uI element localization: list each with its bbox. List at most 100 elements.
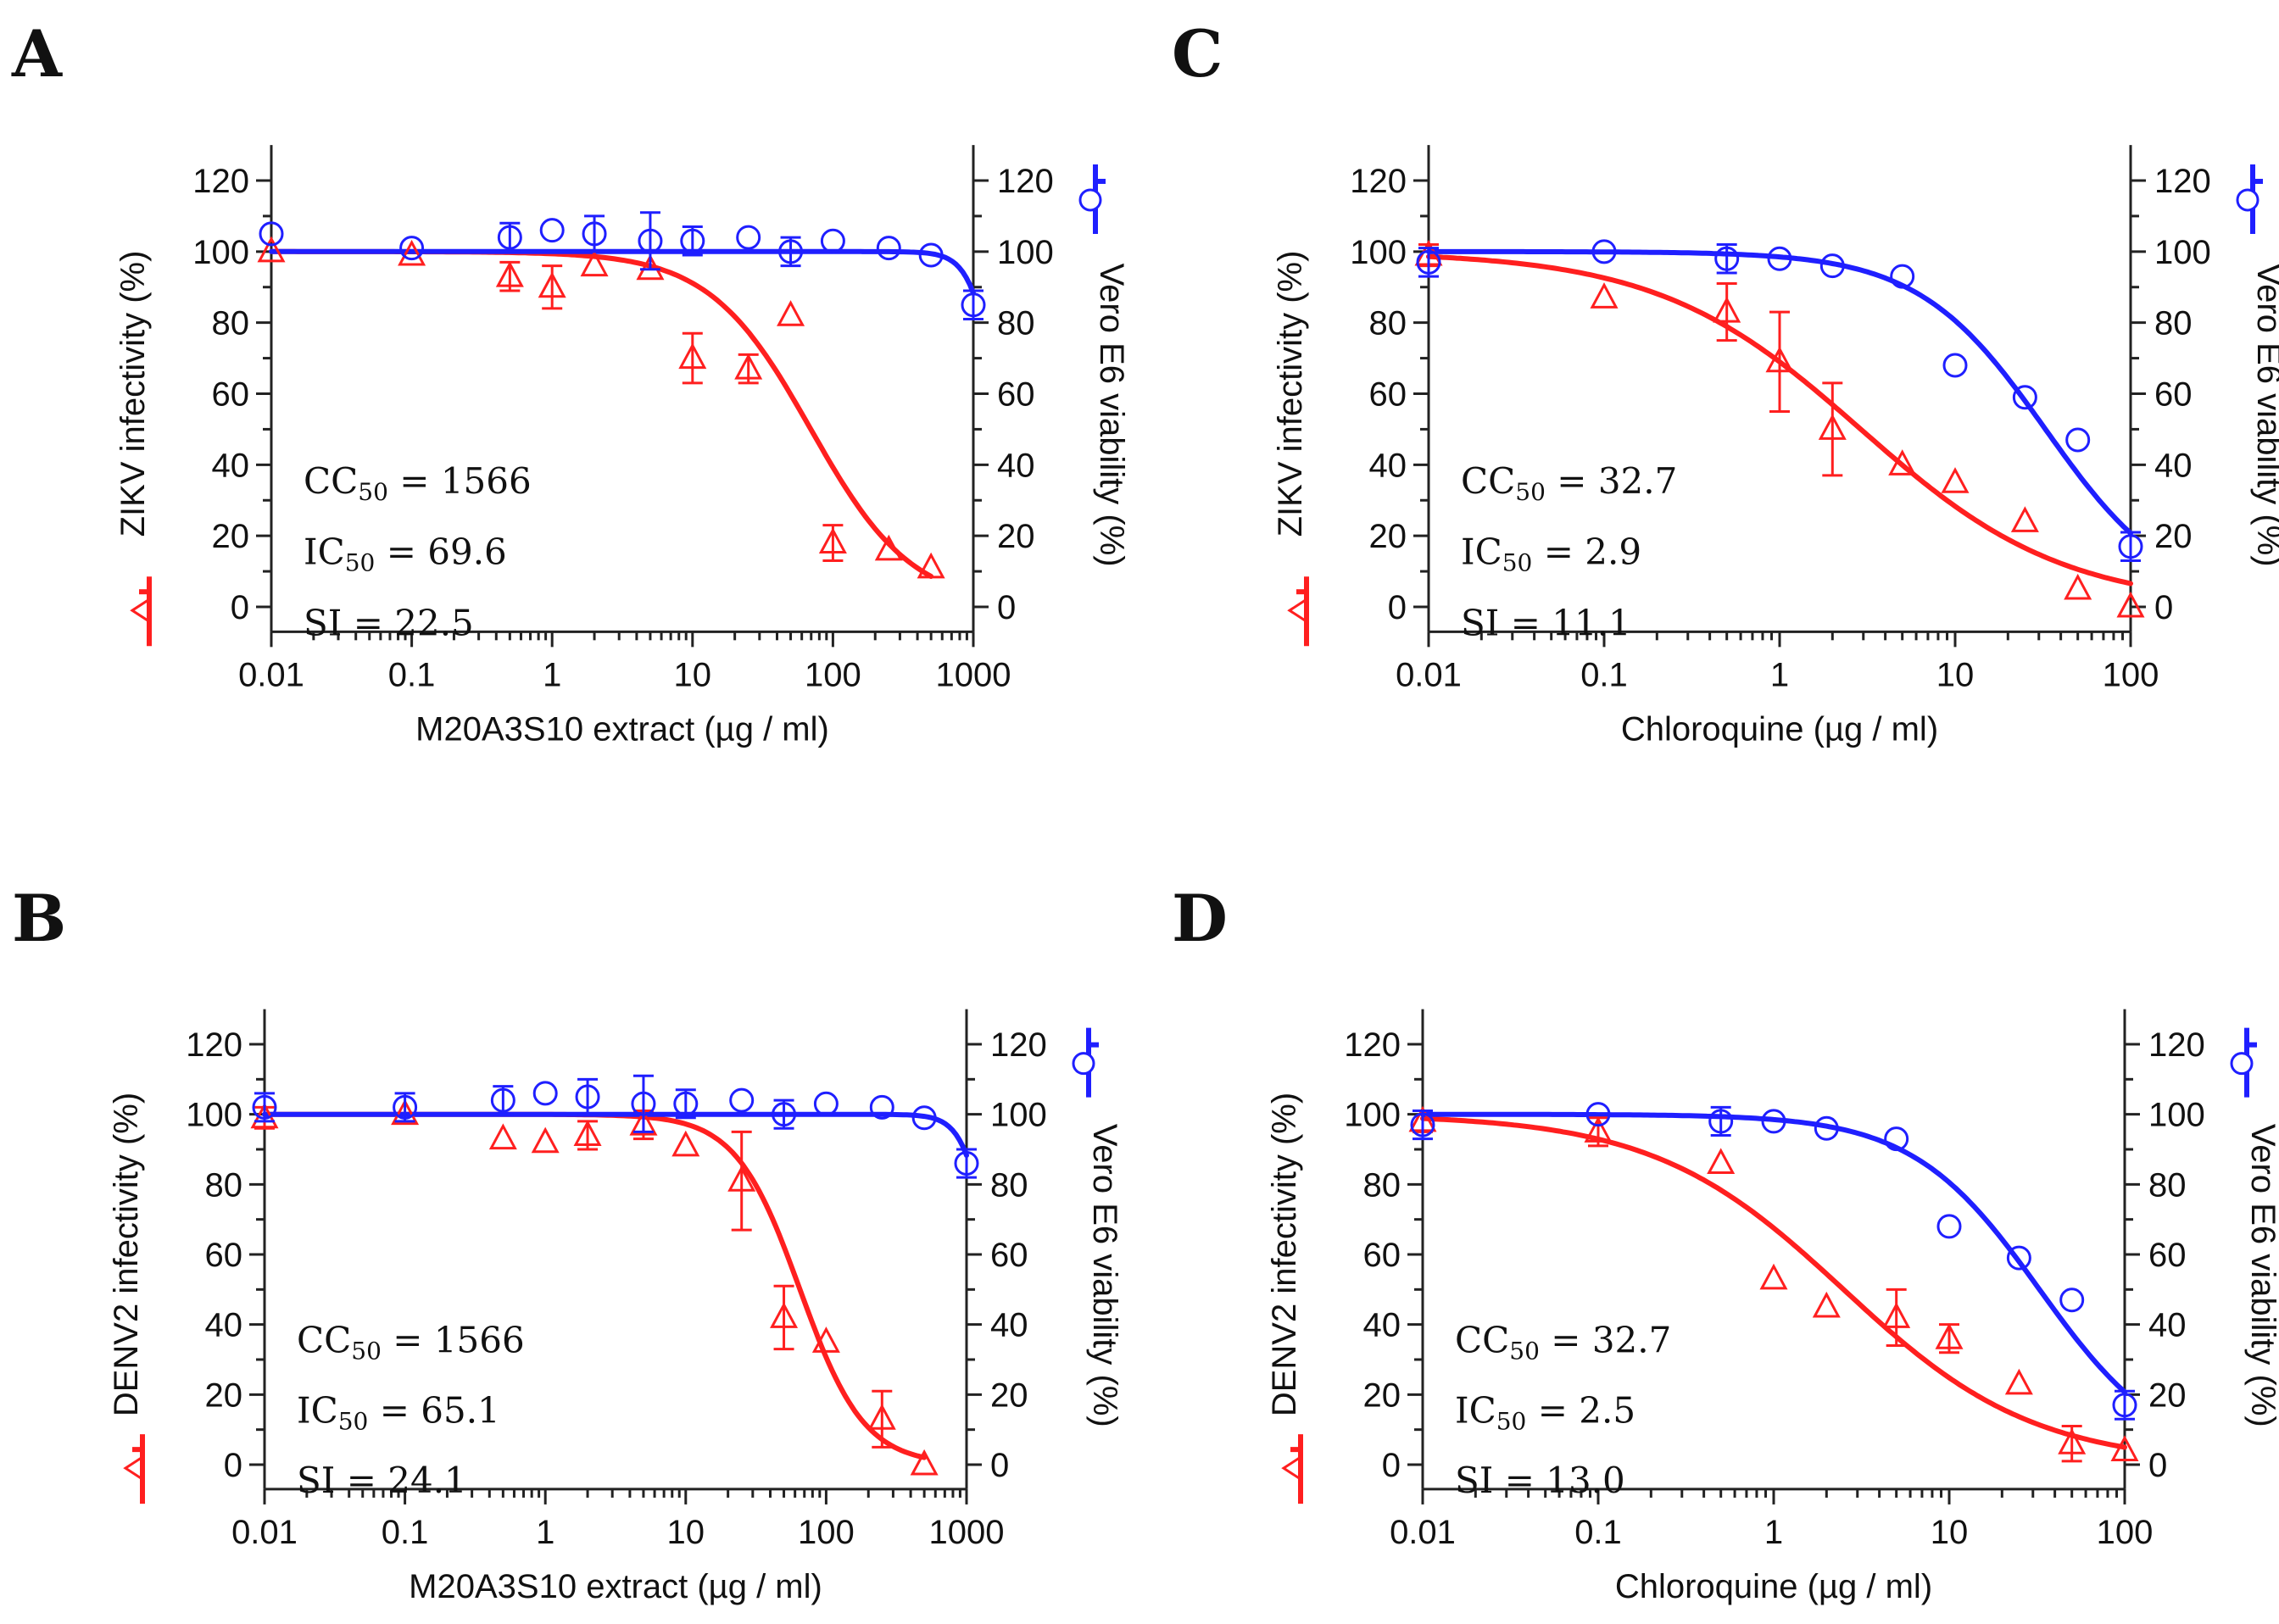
- viability-data-point: [259, 221, 284, 247]
- viability-data-point: [729, 1087, 755, 1113]
- ic50-label: IC: [1455, 1389, 1496, 1431]
- infectivity-data-point: [1584, 1116, 1613, 1143]
- si-stat: SI = 13.0: [1455, 1460, 1625, 1501]
- right-y-tick-label: 20: [997, 518, 1035, 555]
- left-y-tick-label: 20: [212, 518, 250, 555]
- panel-letter: D: [1172, 881, 1228, 956]
- x-tick-label: 1: [543, 656, 561, 693]
- right-y-tick-label: 80: [2154, 305, 2193, 342]
- viability-data-point: [2118, 534, 2143, 559]
- x-tick-label: 0.1: [1580, 656, 1628, 693]
- viability-data-point: [911, 1105, 937, 1131]
- viability-data-point: [1819, 253, 1845, 279]
- viability-legend-circle-icon: [2236, 188, 2259, 212]
- cc50-subscript: 50: [351, 1338, 382, 1365]
- right-y-tick-label: 60: [2154, 376, 2193, 414]
- infectivity-data-point: [398, 239, 426, 266]
- cc50-value: = 32.7: [1546, 460, 1677, 502]
- x-tick-label: 1: [1764, 1514, 1783, 1551]
- x-tick-label: 100: [805, 656, 861, 693]
- infectivity-data-point: [573, 1120, 602, 1146]
- infectivity-data-point: [488, 1123, 517, 1150]
- left-y-tick-label: 80: [212, 305, 250, 342]
- left-y-tick-label: 0: [1388, 589, 1407, 626]
- infectivity-data-point: [811, 1326, 840, 1353]
- right-y-tick-label: 20: [2154, 518, 2193, 555]
- viability-data-point: [393, 1094, 418, 1120]
- viability-data-point: [2006, 1245, 2031, 1271]
- left-y-axis-label: DENV2 infectivity (%): [1266, 1093, 1303, 1416]
- viability-data-point: [813, 1091, 839, 1116]
- x-tick-label: 0.01: [238, 656, 304, 693]
- viability-data-point: [399, 236, 425, 261]
- right-y-tick-label: 100: [2148, 1097, 2205, 1134]
- ic50-subscript: 50: [338, 1407, 369, 1435]
- left-y-tick-label: 40: [1369, 447, 1407, 484]
- left-y-tick-label: 40: [212, 447, 250, 484]
- ic50-value: = 2.9: [1532, 531, 1641, 573]
- left-y-tick-label: 80: [1369, 305, 1407, 342]
- right-y-tick-label: 120: [2154, 163, 2211, 200]
- viability-data-point: [1410, 1112, 1435, 1137]
- x-tick-label: 0.1: [388, 656, 436, 693]
- left-y-tick-label: 0: [224, 1447, 242, 1484]
- infectivity-data-point: [1818, 414, 1847, 440]
- left-y-tick-label: 20: [1363, 1377, 1401, 1414]
- cc50-subscript: 50: [1515, 478, 1546, 506]
- right-y-tick-label: 0: [997, 589, 1016, 626]
- x-tick-label: 0.1: [1574, 1514, 1622, 1551]
- infectivity-data-point: [671, 1130, 700, 1157]
- viability-data-point: [1761, 1109, 1786, 1134]
- x-axis-label: M20A3S10 extract (µg / ml): [409, 1568, 822, 1605]
- viability-data-point: [778, 239, 804, 264]
- right-y-tick-label: 20: [2148, 1377, 2187, 1414]
- right-y-tick-label: 60: [990, 1237, 1028, 1274]
- infectivity-data-point: [1759, 1263, 1788, 1290]
- left-y-tick-label: 80: [205, 1166, 243, 1204]
- left-y-tick-label: 40: [1363, 1307, 1401, 1344]
- left-y-tick-label: 20: [205, 1377, 243, 1414]
- viability-data-point: [772, 1102, 797, 1127]
- infectivity-data-point: [2116, 591, 2145, 618]
- viability-data-point: [2059, 1288, 2085, 1313]
- viability-data-point: [2012, 385, 2037, 410]
- x-tick-label: 0.01: [1396, 656, 1462, 693]
- infectivity-data-point: [538, 271, 566, 298]
- viability-data-point: [582, 221, 607, 247]
- right-y-tick-label: 60: [2148, 1237, 2187, 1274]
- right-y-axis-label: Vero E6 viability (%): [2244, 1124, 2279, 1427]
- ic50-value: = 65.1: [368, 1389, 499, 1431]
- right-y-tick-label: 0: [2148, 1447, 2167, 1484]
- cc50-label: CC: [1455, 1320, 1509, 1361]
- infectivity-data-point: [1888, 449, 1917, 476]
- infectivity-data-point: [629, 1109, 658, 1136]
- infectivity-data-point: [2058, 1428, 2087, 1454]
- left-y-tick-label: 120: [1350, 163, 1407, 200]
- infectivity-data-point: [2010, 506, 2039, 532]
- ic50-subscript: 50: [345, 549, 376, 577]
- infectivity-legend-triangle-icon: [123, 1454, 144, 1482]
- right-y-tick-label: 120: [2148, 1026, 2205, 1064]
- infectivity-data-point: [495, 261, 524, 287]
- right-y-tick-label: 100: [997, 234, 1054, 271]
- viability-fit-curve: [269, 248, 976, 296]
- ic50-stat: IC50 = 2.5: [1455, 1389, 1635, 1435]
- viability-data-point: [1714, 246, 1740, 271]
- viability-data-point: [532, 1081, 558, 1106]
- left-y-tick-label: 40: [205, 1307, 243, 1344]
- ic50-subscript: 50: [1496, 1407, 1527, 1435]
- left-y-tick-label: 100: [192, 234, 249, 271]
- ic50-label: IC: [304, 531, 345, 573]
- viability-data-point: [1585, 1102, 1611, 1127]
- cc50-label: CC: [304, 460, 358, 502]
- infectivity-data-point: [391, 1098, 420, 1126]
- ic50-label: IC: [297, 1389, 338, 1431]
- cc50-stat: CC50 = 1566: [297, 1320, 525, 1365]
- cc50-label: CC: [297, 1320, 351, 1361]
- infectivity-data-point: [2004, 1368, 2033, 1395]
- viability-data-point: [918, 242, 944, 268]
- infectivity-data-point: [1941, 467, 1970, 493]
- x-tick-label: 0.01: [1390, 1514, 1456, 1551]
- viability-legend-circle-icon: [1078, 188, 1102, 212]
- infectivity-data-point: [727, 1165, 756, 1192]
